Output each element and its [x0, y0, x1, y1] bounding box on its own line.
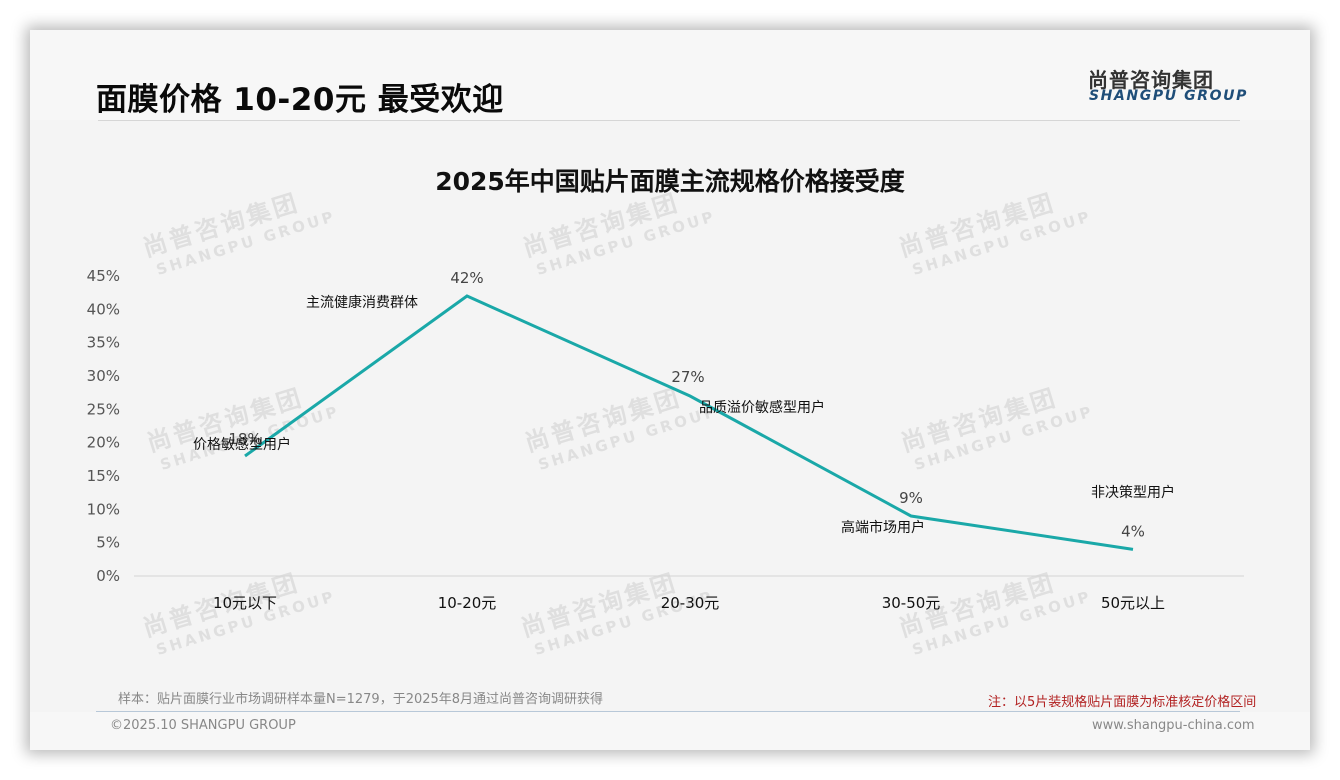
copyright: ©2025.10 SHANGPU GROUP	[110, 718, 296, 733]
series-line	[244, 294, 1134, 551]
x-tick-label: 10-20元	[438, 594, 497, 612]
title-divider	[98, 120, 1240, 121]
y-tick-label: 35%	[87, 334, 120, 352]
y-tick-label: 15%	[87, 467, 120, 485]
y-tick-label: 30%	[87, 367, 120, 385]
y-tick-label: 25%	[87, 400, 120, 418]
y-tick-label: 20%	[87, 434, 120, 452]
y-tick-label: 10%	[87, 500, 120, 518]
segment-annotation: 高端市场用户	[841, 519, 925, 536]
sample-note: 样本：贴片面膜行业市场调研样本量N=1279，于2025年8月通过尚普咨询调研获…	[118, 692, 604, 707]
footer-divider	[96, 711, 1240, 712]
y-axis: 0% 5% 10% 15% 20% 25% 30% 35% 40% 45%	[87, 267, 120, 585]
data-value-label: 42%	[450, 269, 483, 287]
price-range-note: 注：以5片装规格贴片面膜为标准核定价格区间	[988, 695, 1257, 710]
x-tick-label: 20-30元	[661, 594, 720, 612]
page-title: 面膜价格 10-20元 最受欢迎	[96, 82, 504, 118]
segment-annotation: 主流健康消费群体	[306, 294, 418, 311]
logo-chinese: 尚普咨询集团	[1088, 68, 1214, 92]
footer-band	[30, 712, 1310, 750]
header-band	[30, 30, 1310, 120]
x-tick-label: 50元以上	[1101, 594, 1165, 612]
data-value-label: 27%	[671, 368, 704, 386]
segment-annotation: 非决策型用户	[1091, 484, 1175, 501]
chart-title: 2025年中国贴片面膜主流规格价格接受度	[435, 167, 905, 196]
logo-english: SHANGPU GROUP	[1089, 88, 1248, 104]
y-tick-label: 0%	[96, 567, 120, 585]
y-tick-label: 5%	[96, 534, 120, 552]
x-axis: 10元以下 10-20元 20-30元 30-50元 50元以上	[213, 594, 1165, 612]
x-tick-label: 30-50元	[882, 594, 941, 612]
line-chart: 0% 5% 10% 15% 20% 25% 30% 35% 40% 45% 10元以下 10-20元…	[87, 267, 1244, 612]
data-value-label: 4%	[1121, 522, 1145, 540]
data-value-label: 9%	[899, 489, 923, 507]
y-tick-label: 45%	[87, 267, 120, 285]
segment-annotation: 品质溢价敏感型用户	[699, 399, 825, 416]
x-tick-label: 10元以下	[213, 594, 277, 612]
y-tick-label: 40%	[87, 300, 120, 318]
value-labels: 18% 42% 27% 9% 4%	[228, 269, 1145, 540]
segment-annotation: 价格敏感型用户	[193, 436, 291, 453]
website-link[interactable]: www.shangpu-china.com	[1092, 718, 1255, 733]
slide: 面膜价格 10-20元 最受欢迎 尚普咨询集团 SHANGPU GROUP 尚普…	[30, 30, 1310, 750]
data-value-label: 18%	[228, 430, 261, 448]
